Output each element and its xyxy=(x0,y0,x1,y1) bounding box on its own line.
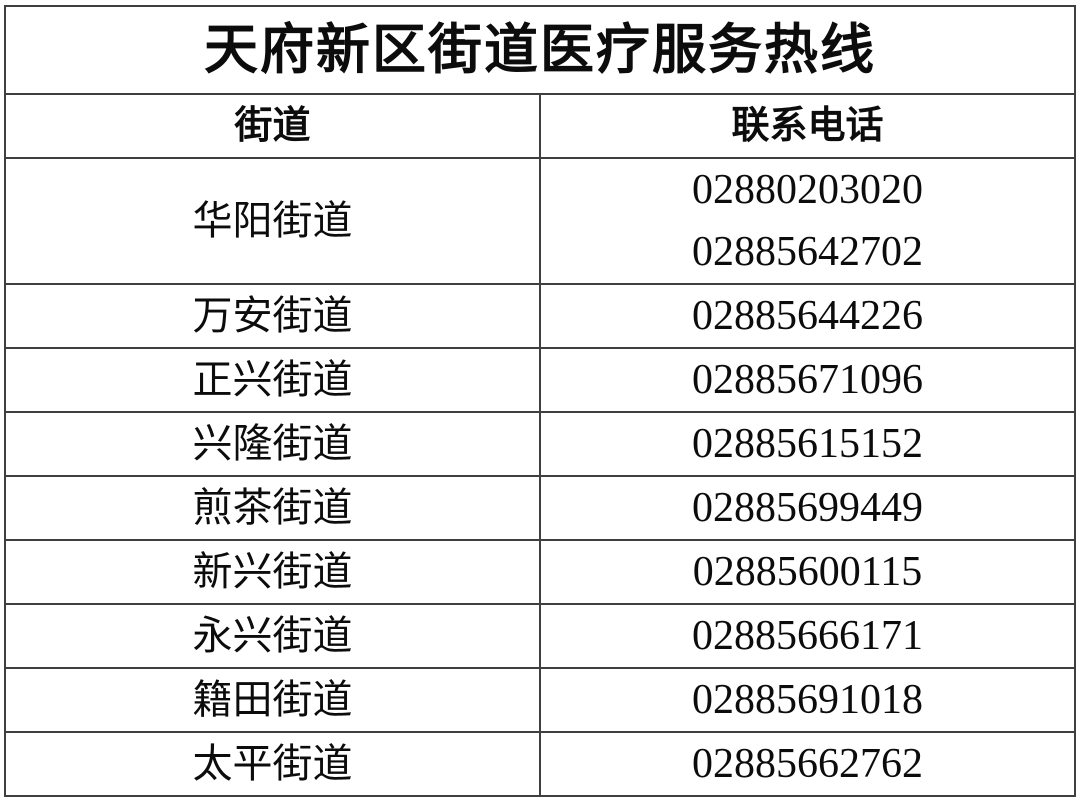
table-row: 华阳街道 02880203020 02885642702 xyxy=(4,157,1076,285)
phone-cell: 02885691018 xyxy=(539,667,1076,733)
header-row: 街道 联系电话 xyxy=(4,93,1076,159)
phone-cell: 02885671096 xyxy=(539,347,1076,413)
phone-cell: 02885615152 xyxy=(539,411,1076,477)
table-title: 天府新区街道医疗服务热线 xyxy=(4,5,1076,95)
table-row: 新兴街道 02885600115 xyxy=(4,539,1076,605)
street-name-cell: 永兴街道 xyxy=(4,603,541,669)
table-row: 正兴街道 02885671096 xyxy=(4,347,1076,413)
medical-hotline-table: 天府新区街道医疗服务热线 街道 联系电话 华阳街道 02880203020 028… xyxy=(4,5,1076,797)
phone-cell: 02880203020 02885642702 xyxy=(539,157,1076,285)
phone-number: 02885644226 xyxy=(692,293,923,339)
title-row: 天府新区街道医疗服务热线 xyxy=(4,5,1076,95)
phone-number: 02885615152 xyxy=(692,421,923,467)
phone-cell: 02885666171 xyxy=(539,603,1076,669)
street-name-cell: 煎茶街道 xyxy=(4,475,541,541)
street-name-cell: 太平街道 xyxy=(4,731,541,797)
table-row: 永兴街道 02885666171 xyxy=(4,603,1076,669)
street-name-cell: 新兴街道 xyxy=(4,539,541,605)
phone-number: 02885662762 xyxy=(692,741,923,787)
street-name-cell: 籍田街道 xyxy=(4,667,541,733)
phone-number: 02885691018 xyxy=(692,677,923,723)
phone-cell: 02885699449 xyxy=(539,475,1076,541)
street-name-cell: 正兴街道 xyxy=(4,347,541,413)
phone-cell: 02885600115 xyxy=(539,539,1076,605)
street-name-cell: 兴隆街道 xyxy=(4,411,541,477)
column-header-street: 街道 xyxy=(4,93,541,159)
phone-number: 02885642702 xyxy=(692,229,923,275)
phone-cell: 02885662762 xyxy=(539,731,1076,797)
phone-number: 02885671096 xyxy=(692,357,923,403)
phone-number: 02880203020 xyxy=(692,167,923,213)
phone-cell: 02885644226 xyxy=(539,283,1076,349)
phone-number: 02885600115 xyxy=(692,549,923,595)
table-row: 万安街道 02885644226 xyxy=(4,283,1076,349)
column-header-phone: 联系电话 xyxy=(539,93,1076,159)
street-name-cell: 华阳街道 xyxy=(4,157,541,285)
table-row: 籍田街道 02885691018 xyxy=(4,667,1076,733)
street-name-cell: 万安街道 xyxy=(4,283,541,349)
phone-number: 02885699449 xyxy=(692,485,923,531)
table-row: 太平街道 02885662762 xyxy=(4,731,1076,797)
phone-number: 02885666171 xyxy=(692,613,923,659)
table-row: 兴隆街道 02885615152 xyxy=(4,411,1076,477)
table-row: 煎茶街道 02885699449 xyxy=(4,475,1076,541)
